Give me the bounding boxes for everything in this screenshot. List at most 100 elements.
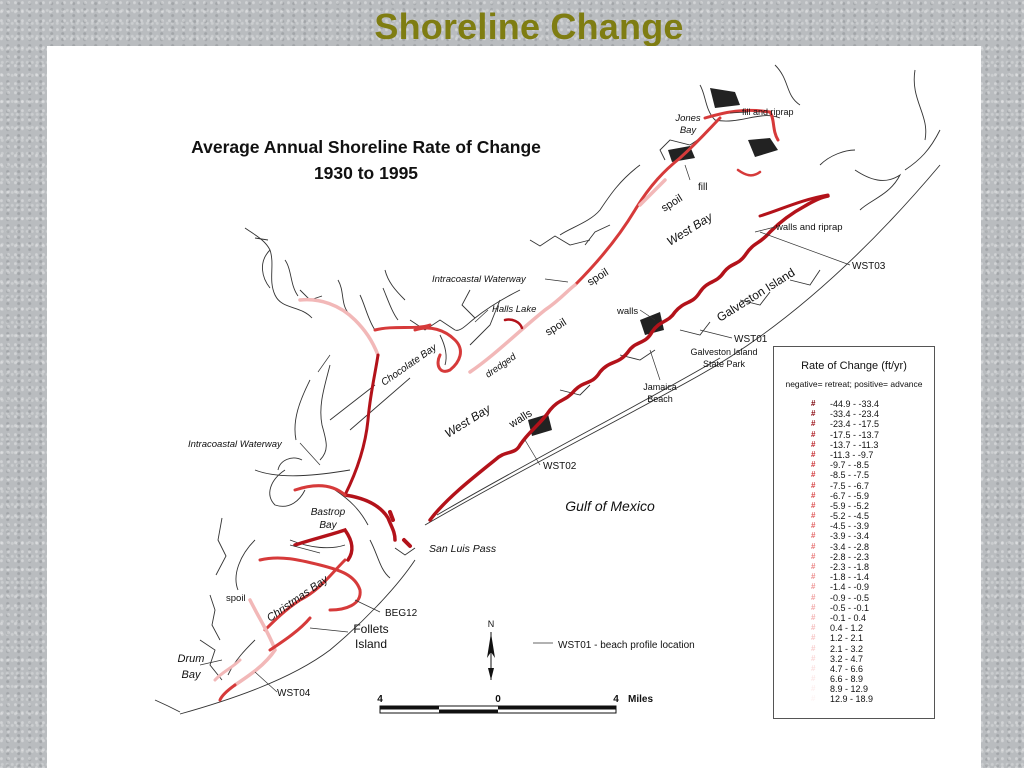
legend-range: -9.7 - -8.5 — [830, 460, 870, 471]
legend-range: 2.1 - 3.2 — [830, 643, 864, 654]
label-jamaica-2: Beach — [647, 394, 673, 404]
scale-bar-seg3 — [498, 706, 616, 710]
legend-list: # -44.9 - -33.4 # -33.4 - -23.4 # -23.4 - -17… — [811, 399, 880, 705]
legend-swatch: # — [811, 399, 816, 408]
legend-item: # -23.4 - -17.5 — [811, 419, 879, 429]
legend-swatch: # — [811, 633, 816, 643]
legend-swatch: # — [811, 480, 816, 490]
legend-range: -4.5 - -3.9 — [830, 521, 870, 532]
label-drum-1: Drum — [178, 653, 205, 665]
label-bastrop-2: Bay — [319, 520, 337, 531]
legend-item: #1.2 - 2.1 — [811, 633, 879, 644]
legend-subtitle: negative= retreat; positive= advance — [785, 379, 923, 389]
north-arrow-head — [487, 633, 495, 658]
legend-swatch: # — [811, 643, 816, 653]
legend-item: # -0.1 - 0.4 — [811, 612, 879, 623]
legend-swatch: # — [811, 409, 816, 419]
legend-range: 12.9 - 18.9 — [830, 694, 874, 705]
label-intracoastal-lower: Intracoastal Waterway — [188, 439, 283, 450]
legend-swatch: # — [811, 521, 816, 531]
legend-item: #2.1 - 3.2 — [811, 643, 879, 654]
legend-item: # -0.9 - -0.5 — [811, 593, 879, 603]
scale-bar-seg2 — [439, 709, 498, 713]
legend-range: 8.9 - 12.9 — [830, 684, 869, 695]
legend-range: -7.5 - -6.7 — [830, 480, 870, 491]
legend-range: 6.6 - 8.9 — [830, 674, 864, 685]
legend-range: -0.1 - 0.4 — [830, 612, 867, 623]
label-west-bay-upper: West Bay — [664, 209, 716, 248]
label-spoil-3: spoil — [543, 316, 569, 338]
legend-swatch: # — [811, 460, 816, 470]
scale-mid: 0 — [495, 694, 501, 705]
legend-item: # -1.4 - -0.9 — [811, 582, 879, 592]
map-title-line2: 1930 to 1995 — [314, 163, 418, 183]
legend-range: 3.2 - 4.7 — [830, 653, 864, 664]
legend-range: -3.9 - -3.4 — [830, 531, 870, 542]
legend-item: # -44.9 - -33.4 — [811, 399, 879, 409]
label-chocolate-bay: Chocolate Bay — [379, 342, 439, 389]
legend-swatch: # — [811, 429, 816, 439]
legend-range: -6.7 - -5.9 — [830, 490, 870, 501]
legend-item: # -33.4 - -23.4 — [811, 409, 879, 419]
legend-range: -8.5 - -7.5 — [830, 470, 870, 481]
leader-lines — [199, 111, 851, 693]
legend-item: # -2.3 - -1.8 — [811, 562, 879, 572]
map-title-line1: Average Annual Shoreline Rate of Change — [191, 137, 541, 157]
legend-swatch: # — [811, 531, 816, 541]
legend-item: # -7.5 - -6.7 — [811, 480, 879, 491]
legend-item: # -8.5 - -7.5 — [811, 470, 879, 481]
legend-item: # -13.7 - -11.3 — [811, 439, 879, 450]
scale-bar-seg1 — [380, 706, 439, 710]
legend-item: #6.6 - 8.9 — [811, 674, 879, 685]
label-christmas-bay: Christmas Bay — [265, 573, 332, 625]
legend-range: -3.4 - -2.8 — [830, 541, 870, 552]
legend-item: # -2.8 - -2.3 — [811, 552, 879, 562]
label-halls-lake: Halls Lake — [492, 304, 536, 315]
legend-range: 0.4 - 1.2 — [830, 623, 864, 634]
label-bastrop-1: Bastrop — [311, 507, 346, 518]
label-fill: fill — [698, 182, 707, 193]
legend-range: -1.8 - -1.4 — [830, 572, 870, 583]
legend-item: #8.9 - 12.9 — [811, 684, 879, 695]
legend-swatch: # — [811, 562, 816, 571]
legend: Rate of Change (ft/yr) negative= retreat… — [773, 346, 935, 719]
scale-bar: 4 0 4 Miles — [377, 694, 653, 714]
legend-range: -5.9 - -5.2 — [830, 500, 870, 511]
legend-item: # -3.9 - -3.4 — [811, 531, 879, 542]
legend-range: -5.2 - -4.5 — [830, 511, 870, 522]
scale-unit: Miles — [628, 694, 653, 705]
label-gi-state-park-1: Galveston Island — [690, 347, 757, 357]
legend-range: -17.5 - -13.7 — [830, 429, 880, 440]
label-walls-1: walls — [616, 306, 638, 317]
legend-swatch: # — [811, 449, 816, 459]
legend-swatch: # — [811, 612, 816, 622]
legend-swatch: # — [811, 419, 816, 429]
legend-swatch: # — [811, 490, 816, 500]
label-gulf-of-mexico: Gulf of Mexico — [565, 498, 655, 514]
label-jamaica-1: Jamaica — [643, 382, 677, 392]
legend-swatch: # — [811, 551, 816, 561]
legend-item: # -17.5 - -13.7 — [811, 429, 880, 440]
legend-item: # -9.7 - -8.5 — [811, 460, 879, 471]
land-outlines — [154, 64, 941, 715]
legend-item: # -3.4 - -2.8 — [811, 541, 879, 552]
legend-swatch: # — [811, 541, 816, 551]
legend-swatch: # — [811, 592, 816, 602]
legend-item: # -1.8 - -1.4 — [811, 572, 879, 583]
label-wst02: WST02 — [543, 461, 577, 472]
legend-item: # -6.7 - -5.9 — [811, 490, 879, 501]
legend-item: # -5.9 - -5.2 — [811, 500, 879, 511]
legend-swatch: # — [811, 500, 816, 510]
shoreline-rate-lines — [213, 108, 830, 702]
label-wst04: WST04 — [277, 688, 311, 699]
legend-swatch: # — [811, 470, 816, 480]
legend-range: 4.7 - 6.6 — [830, 663, 864, 674]
legend-swatch: # — [811, 694, 816, 704]
legend-range: -0.5 - -0.1 — [830, 602, 870, 613]
label-spoil-4: spoil — [226, 593, 246, 604]
label-profile-note: WST01 - beach profile location — [558, 640, 695, 651]
legend-range: 1.2 - 2.1 — [830, 633, 864, 644]
label-dredged: dredged — [483, 351, 518, 380]
marsh-hatching — [528, 88, 778, 436]
legend-range: -13.7 - -11.3 — [830, 439, 879, 450]
